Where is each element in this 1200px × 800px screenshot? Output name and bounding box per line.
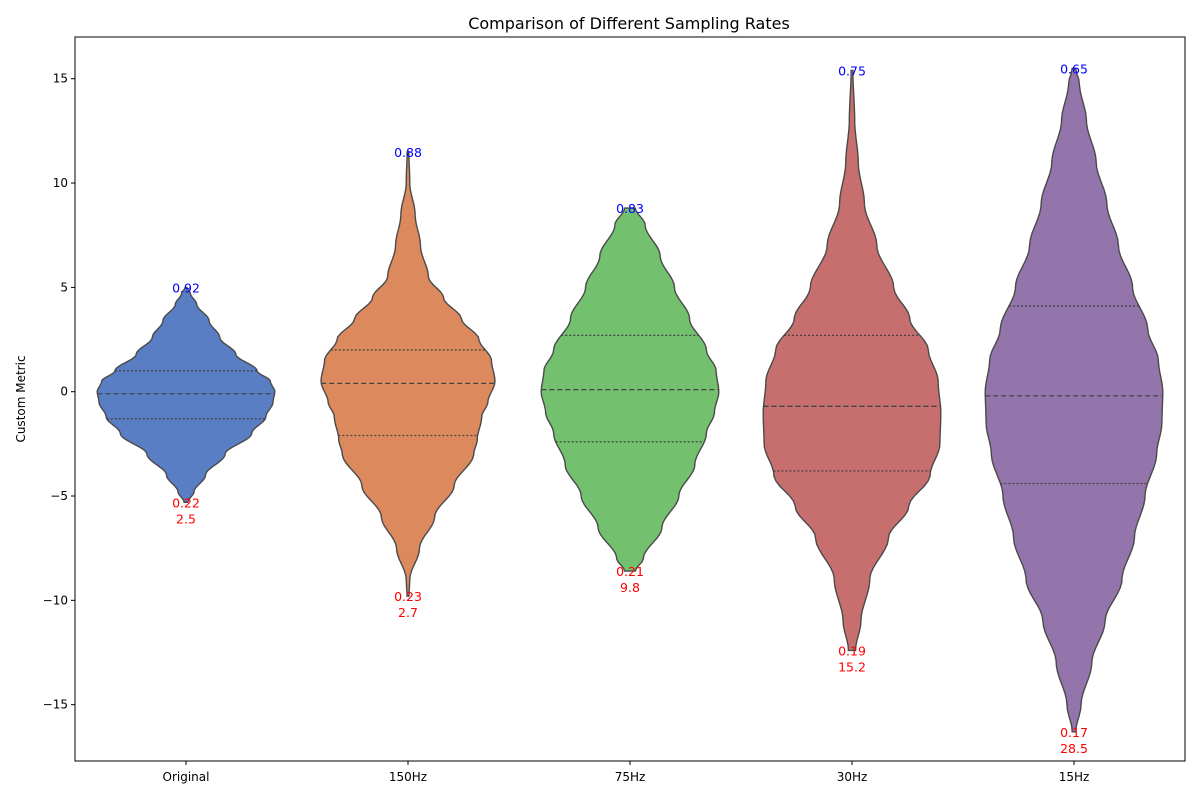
bottom-annotation-75hz: 0.21	[616, 564, 644, 579]
y-tick-label: 10	[53, 176, 68, 190]
x-tick-label: 15Hz	[1059, 770, 1090, 784]
y-tick-label: 0	[60, 385, 68, 399]
bottom-annotation-150hz: 2.7	[398, 605, 418, 620]
top-annotation-15hz: 0.65	[1060, 61, 1088, 76]
top-annotation-75hz: 0.83	[616, 201, 644, 216]
top-annotation-30hz: 0.75	[838, 63, 866, 78]
y-tick-label: −10	[43, 593, 68, 607]
axes-layer: −15 −10 −5 0 5 10 15 Original 150Hz 75Hz 30Hz 15Hz	[43, 36, 1186, 784]
bottom-annotation-original: 2.5	[176, 511, 196, 526]
y-tick-label: 15	[53, 72, 68, 86]
violins-layer	[96, 67, 1164, 733]
top-annotation-150hz: 0.88	[394, 145, 422, 160]
bottom-annotation-15hz: 0.17	[1060, 725, 1088, 740]
violin-body-150hz	[320, 151, 496, 597]
y-tick-label: 5	[60, 280, 68, 294]
bottom-annotation-75hz: 9.8	[620, 580, 640, 595]
y-axis-label: Custom Metric	[14, 355, 28, 442]
bottom-annotation-15hz: 28.5	[1060, 741, 1088, 756]
y-tick-label: −5	[50, 489, 68, 503]
bottom-annotation-150hz: 0.23	[394, 589, 422, 604]
chart-title: Comparison of Different Sampling Rates	[468, 14, 790, 33]
bottom-annotation-30hz: 15.2	[838, 659, 866, 674]
x-tick-label: 30Hz	[837, 770, 868, 784]
x-tick-label: Original	[163, 770, 210, 784]
top-annotation-original: 0.92	[172, 280, 200, 295]
violin-body-15hz	[984, 67, 1164, 733]
bottom-annotation-30hz: 0.19	[838, 643, 866, 658]
y-tick-label: −15	[43, 698, 68, 712]
bottom-annotation-original: 0.22	[172, 495, 200, 510]
x-tick-label: 75Hz	[615, 770, 646, 784]
x-tick-label: 150Hz	[389, 770, 427, 784]
violin-body-original	[96, 286, 276, 503]
annotations-layer: 0.92 0.222.5 0.88 0.232.7 0.83 0.219.8 0.75 0.1…	[172, 61, 1088, 755]
violin-body-30hz	[762, 69, 942, 652]
